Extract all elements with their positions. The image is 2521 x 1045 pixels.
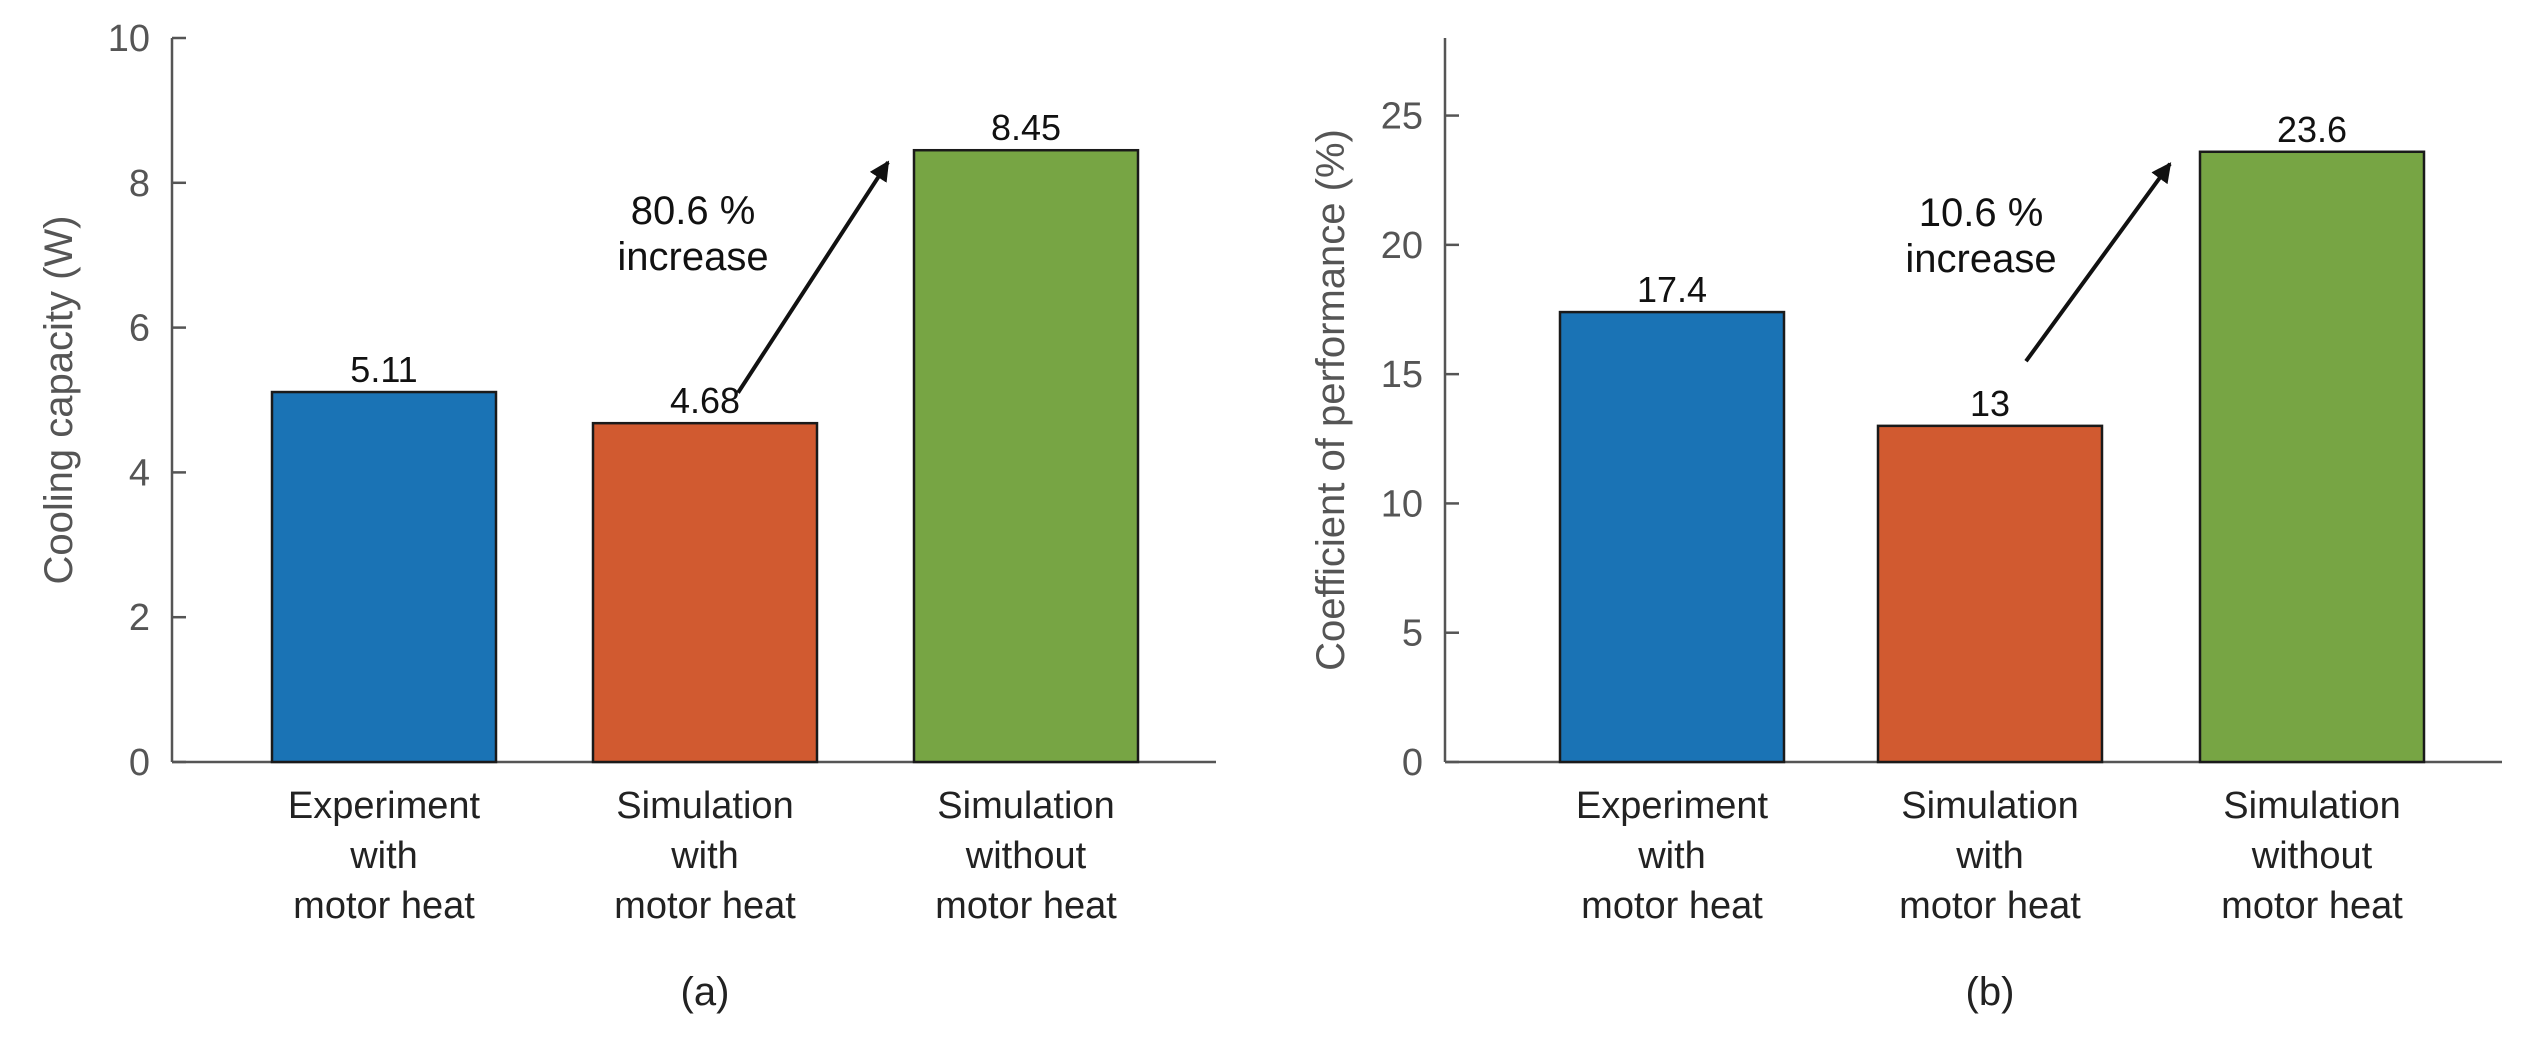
increase-arrow: [2024, 162, 2172, 363]
chart-panel-b: 0 5 10 15 20 25 Coefficient of performance (%)…: [1309, 38, 2502, 1014]
increase-arrow: [736, 160, 890, 394]
x-category-label: Simulation with motor heat: [614, 785, 796, 927]
y-tick-label: 4: [129, 452, 150, 494]
x-category-label: Simulation without motor heat: [935, 785, 1117, 927]
y-tick-label: 8: [129, 163, 150, 205]
annotation-word: increase: [617, 235, 768, 279]
annotation-percent: 10.6 %: [1919, 191, 2044, 235]
bar: [912, 148, 1140, 764]
chart-panel-a: 0 2 4 6 8 10 Cooling capacity (W) 5.11 Experimen…: [37, 18, 1216, 1014]
bar-value-label: 13: [1970, 383, 2010, 424]
y-tick-label: 0: [129, 742, 150, 784]
y-tick-label: 10: [1381, 483, 1423, 525]
annotation-percent: 80.6 %: [631, 189, 756, 233]
bar: [1558, 310, 1786, 764]
y-tick-label: 5: [1402, 613, 1423, 655]
bar-value-label: 5.11: [350, 349, 417, 390]
panel-caption: (b): [1966, 970, 2015, 1014]
bar-value-label: 23.6: [2277, 109, 2347, 150]
x-category-label: Experiment with motor heat: [288, 785, 481, 927]
panel-caption: (a): [681, 970, 730, 1014]
x-category-label: Experiment with motor heat: [1576, 785, 1769, 927]
bar: [591, 421, 819, 764]
bar: [2198, 150, 2426, 764]
bar: [270, 390, 498, 764]
y-tick-label: 25: [1381, 96, 1423, 138]
y-tick-label: 20: [1381, 225, 1423, 267]
x-category-label: Simulation without motor heat: [2221, 785, 2403, 927]
bar-value-label: 17.4: [1637, 269, 1707, 310]
bar-value-label: 4.68: [670, 380, 740, 421]
x-category-label: Simulation with motor heat: [1899, 785, 2081, 927]
bar-value-label: 8.45: [991, 107, 1061, 148]
y-axis-title: Coefficient of performance (%): [1309, 129, 1353, 671]
y-tick-label: 2: [129, 597, 150, 639]
y-tick-label: 10: [108, 18, 150, 60]
y-tick-label: 0: [1402, 742, 1423, 784]
annotation-word: increase: [1905, 237, 2056, 281]
y-axis-title: Cooling capacity (W): [37, 215, 81, 584]
y-tick-label: 15: [1381, 354, 1423, 396]
bar: [1876, 424, 2104, 764]
y-tick-label: 6: [129, 308, 150, 350]
